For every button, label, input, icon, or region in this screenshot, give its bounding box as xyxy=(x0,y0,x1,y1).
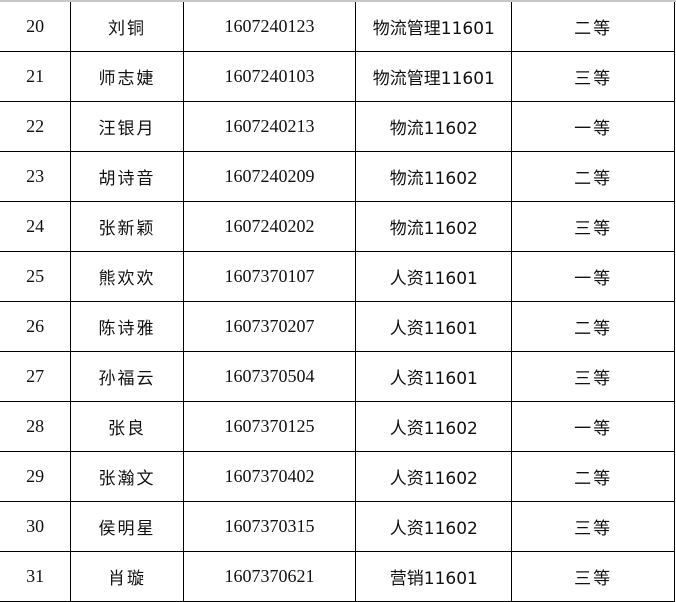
student-name: 张良 xyxy=(70,401,184,452)
table-row: 29 张瀚文 1607370402 人资11602 二等 xyxy=(0,451,675,502)
row-number: 26 xyxy=(0,301,72,352)
class-name: 人资11601 xyxy=(355,351,513,402)
row-number: 30 xyxy=(0,501,72,552)
award-level: 三等 xyxy=(511,201,675,252)
class-name: 人资11601 xyxy=(355,251,513,302)
award-level: 三等 xyxy=(511,501,675,552)
row-number: 20 xyxy=(0,2,72,52)
class-name: 人资11601 xyxy=(355,301,513,352)
award-level: 三等 xyxy=(511,351,675,402)
class-name: 人资11602 xyxy=(355,401,513,452)
student-id: 1607240103 xyxy=(182,51,357,102)
student-name: 熊欢欢 xyxy=(70,251,184,302)
row-number: 28 xyxy=(0,401,72,452)
student-id: 1607370207 xyxy=(182,301,357,352)
table-row: 31 肖璇 1607370621 营销11601 三等 xyxy=(0,551,675,602)
student-id: 1607370125 xyxy=(182,401,357,452)
row-number: 23 xyxy=(0,151,72,202)
table-row: 30 侯明星 1607370315 人资11602 三等 xyxy=(0,501,675,552)
table-row: 28 张良 1607370125 人资11602 一等 xyxy=(0,401,675,452)
award-level: 三等 xyxy=(511,51,675,102)
student-id: 1607240209 xyxy=(182,151,357,202)
row-number: 29 xyxy=(0,451,72,502)
table-row: 22 汪银月 1607240213 物流11602 一等 xyxy=(0,101,675,152)
award-level: 三等 xyxy=(511,551,675,602)
class-name: 人资11602 xyxy=(355,501,513,552)
student-name: 孙福云 xyxy=(70,351,184,402)
student-name: 汪银月 xyxy=(70,101,184,152)
student-name: 胡诗音 xyxy=(70,151,184,202)
student-id: 1607370504 xyxy=(182,351,357,402)
student-name: 陈诗雅 xyxy=(70,301,184,352)
row-number: 21 xyxy=(0,51,72,102)
row-number: 31 xyxy=(0,551,72,602)
student-name: 侯明星 xyxy=(70,501,184,552)
class-name: 物流管理11601 xyxy=(355,51,513,102)
award-level: 一等 xyxy=(511,251,675,302)
row-number: 25 xyxy=(0,251,72,302)
award-level: 二等 xyxy=(511,301,675,352)
award-level: 一等 xyxy=(511,401,675,452)
student-id: 1607370402 xyxy=(182,451,357,502)
student-id: 1607240202 xyxy=(182,201,357,252)
class-name: 物流11602 xyxy=(355,201,513,252)
student-name: 张瀚文 xyxy=(70,451,184,502)
award-level: 二等 xyxy=(511,2,675,52)
student-name: 刘铜 xyxy=(70,2,184,52)
student-name: 张新颖 xyxy=(70,201,184,252)
table-row: 25 熊欢欢 1607370107 人资11601 一等 xyxy=(0,251,675,302)
award-level: 一等 xyxy=(511,101,675,152)
table-row: 21 师志婕 1607240103 物流管理11601 三等 xyxy=(0,51,675,102)
row-number: 22 xyxy=(0,101,72,152)
student-id: 1607370107 xyxy=(182,251,357,302)
student-id: 1607370621 xyxy=(182,551,357,602)
class-name: 物流管理11601 xyxy=(355,2,513,52)
class-name: 物流11602 xyxy=(355,151,513,202)
table-row: 24 张新颖 1607240202 物流11602 三等 xyxy=(0,201,675,252)
award-level: 二等 xyxy=(511,151,675,202)
table-row: 27 孙福云 1607370504 人资11601 三等 xyxy=(0,351,675,402)
student-name: 肖璇 xyxy=(70,551,184,602)
row-number: 27 xyxy=(0,351,72,402)
student-id: 1607240213 xyxy=(182,101,357,152)
row-number: 24 xyxy=(0,201,72,252)
class-name: 人资11602 xyxy=(355,451,513,502)
student-name: 师志婕 xyxy=(70,51,184,102)
class-name: 物流11602 xyxy=(355,101,513,152)
table-row: 20 刘铜 1607240123 物流管理11601 二等 xyxy=(0,2,675,52)
student-id: 1607370315 xyxy=(182,501,357,552)
award-level: 二等 xyxy=(511,451,675,502)
student-id: 1607240123 xyxy=(182,2,357,52)
table-row: 26 陈诗雅 1607370207 人资11601 二等 xyxy=(0,301,675,352)
class-name: 营销11601 xyxy=(355,551,513,602)
table-row: 23 胡诗音 1607240209 物流11602 二等 xyxy=(0,151,675,202)
